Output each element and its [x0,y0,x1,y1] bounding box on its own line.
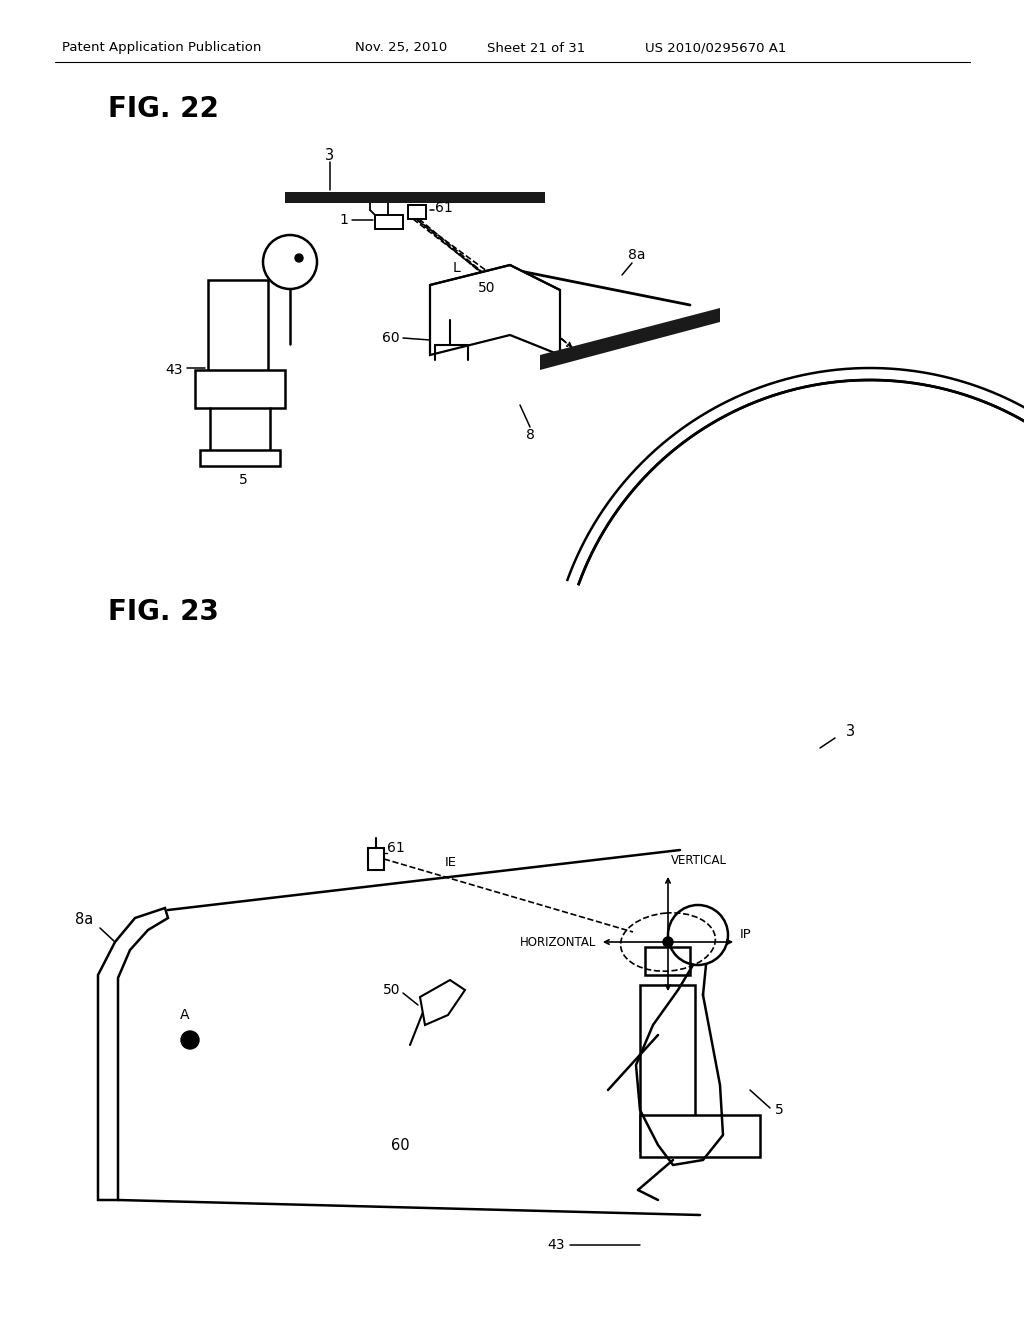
Text: 3: 3 [326,148,335,162]
Text: A: A [180,1008,189,1022]
Circle shape [181,1031,199,1049]
Polygon shape [430,265,560,355]
Polygon shape [98,908,168,1200]
Text: Sheet 21 of 31: Sheet 21 of 31 [487,41,586,54]
Text: US 2010/0295670 A1: US 2010/0295670 A1 [645,41,786,54]
Text: 43: 43 [166,363,183,378]
Text: 8a: 8a [628,248,645,261]
Circle shape [663,937,673,946]
Polygon shape [285,191,545,203]
Text: Nov. 25, 2010: Nov. 25, 2010 [355,41,447,54]
Text: VERTICAL: VERTICAL [671,854,727,866]
Text: 8: 8 [525,428,535,442]
Text: 5: 5 [239,473,248,487]
FancyBboxPatch shape [208,280,268,400]
FancyBboxPatch shape [645,946,690,975]
Polygon shape [540,308,720,370]
Text: 60: 60 [391,1138,410,1152]
Text: 50: 50 [478,281,496,294]
Text: 50: 50 [383,983,400,997]
Text: FIG. 22: FIG. 22 [108,95,219,123]
FancyBboxPatch shape [195,370,285,408]
Text: Patent Application Publication: Patent Application Publication [62,41,261,54]
FancyBboxPatch shape [375,215,403,228]
Text: FIG. 23: FIG. 23 [108,598,219,626]
Text: 61: 61 [435,201,453,215]
Text: 60: 60 [382,331,400,345]
FancyBboxPatch shape [640,1115,760,1158]
Text: IE: IE [445,857,457,870]
FancyBboxPatch shape [640,985,695,1150]
Polygon shape [420,979,465,1026]
Text: 61: 61 [387,841,404,855]
Circle shape [295,253,303,261]
FancyBboxPatch shape [368,847,384,870]
FancyBboxPatch shape [408,205,426,219]
Text: 8a: 8a [75,912,93,928]
Text: HORIZONTAL: HORIZONTAL [519,936,596,949]
Text: 43: 43 [548,1238,565,1251]
FancyBboxPatch shape [200,450,280,466]
Text: 1: 1 [339,213,348,227]
Text: 5: 5 [775,1104,783,1117]
Text: L: L [453,261,461,275]
Text: IP: IP [740,928,752,940]
Text: 3: 3 [846,725,855,739]
